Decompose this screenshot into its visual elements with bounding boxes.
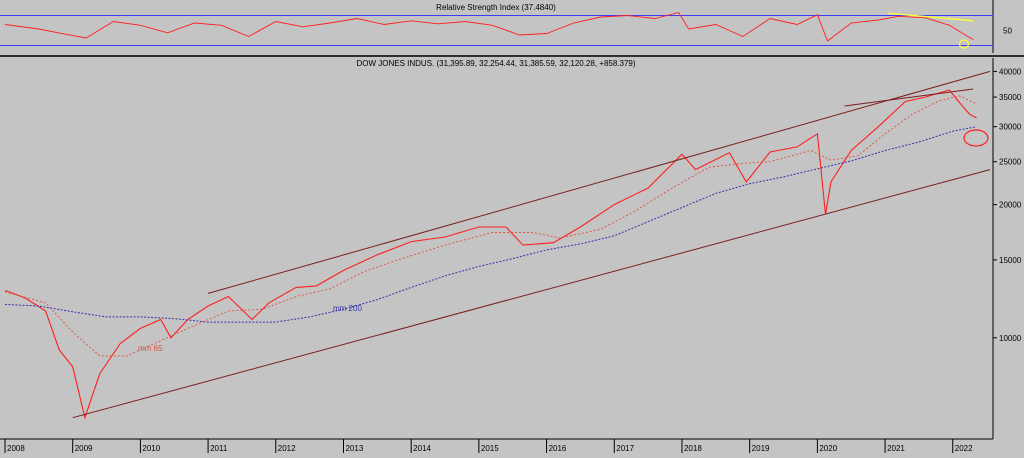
- rsi-panel: [0, 0, 1024, 53]
- y-tick-label: 40000: [999, 67, 1022, 76]
- price-title: DOW JONES INDUS. (31,395.89, 32,254.44, …: [356, 59, 635, 68]
- rsi-trend-line: [888, 12, 974, 22]
- y-tick-label: 30000: [999, 123, 1022, 132]
- annotation-mm65: mm 65: [138, 344, 163, 353]
- series-channel-upper: [207, 70, 991, 294]
- x-tick-label: 2008: [7, 444, 25, 453]
- series-mm200: [4, 126, 977, 323]
- rsi-line: [4, 11, 974, 42]
- x-tick-label: 2019: [752, 444, 770, 453]
- x-tick-label: 2009: [75, 444, 93, 453]
- rsi-tick-label: 50: [1003, 27, 1012, 36]
- x-tick-label: 2010: [142, 444, 160, 453]
- rsi-title: Relative Strength Index (37.4840): [436, 3, 556, 12]
- series-price: [4, 89, 977, 420]
- y-tick-label: 25000: [999, 158, 1022, 167]
- price-circle-marker: [963, 129, 989, 147]
- x-tick-label: 2015: [481, 444, 499, 453]
- x-tick-label: 2021: [887, 444, 905, 453]
- x-tick-label: 2018: [684, 444, 702, 453]
- y-tick-label: 10000: [999, 334, 1022, 343]
- y-tick-label: 15000: [999, 256, 1022, 265]
- annotation-mm200: mm 200: [333, 304, 362, 313]
- y-tick-label: 35000: [999, 93, 1022, 102]
- series-channel-mid: [844, 88, 974, 107]
- x-tick-label: 2020: [819, 444, 837, 453]
- x-tick-label: 2016: [549, 444, 567, 453]
- x-tick-label: 2012: [278, 444, 296, 453]
- x-tick-label: 2011: [210, 444, 228, 453]
- x-tick-label: 2014: [413, 444, 431, 453]
- y-tick-label: 20000: [999, 201, 1022, 210]
- x-tick-label: 2013: [345, 444, 363, 453]
- x-tick-label: 2022: [955, 444, 973, 453]
- series-mm65: [4, 95, 977, 357]
- rsi-circle-marker: [958, 39, 970, 49]
- series-channel-lower: [72, 169, 991, 419]
- x-tick-label: 2017: [616, 444, 634, 453]
